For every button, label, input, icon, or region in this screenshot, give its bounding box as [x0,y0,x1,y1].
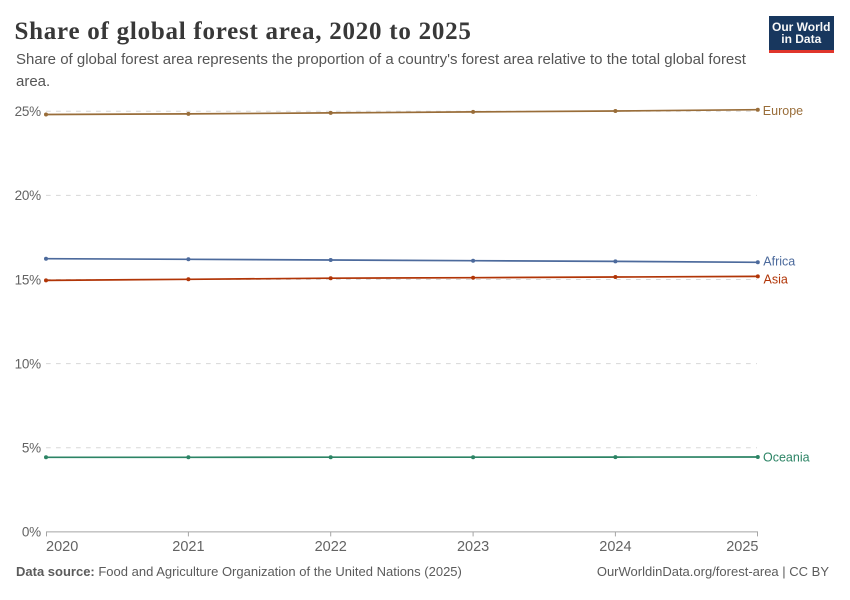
svg-text:2025: 2025 [726,539,758,555]
svg-text:0%: 0% [22,525,41,540]
svg-text:2020: 2020 [46,539,78,555]
svg-text:10%: 10% [15,356,41,371]
svg-text:5%: 5% [22,441,41,456]
svg-text:Africa: Africa [763,255,795,269]
svg-text:2022: 2022 [315,539,347,555]
svg-text:Oceania: Oceania [763,451,810,465]
svg-text:Asia: Asia [764,272,788,286]
svg-text:2024: 2024 [599,539,631,555]
svg-text:2023: 2023 [457,539,489,555]
svg-text:15%: 15% [15,272,41,287]
svg-text:Europe: Europe [763,104,803,118]
svg-text:2021: 2021 [172,539,204,555]
svg-text:20%: 20% [15,188,41,203]
svg-text:25%: 25% [15,104,41,119]
